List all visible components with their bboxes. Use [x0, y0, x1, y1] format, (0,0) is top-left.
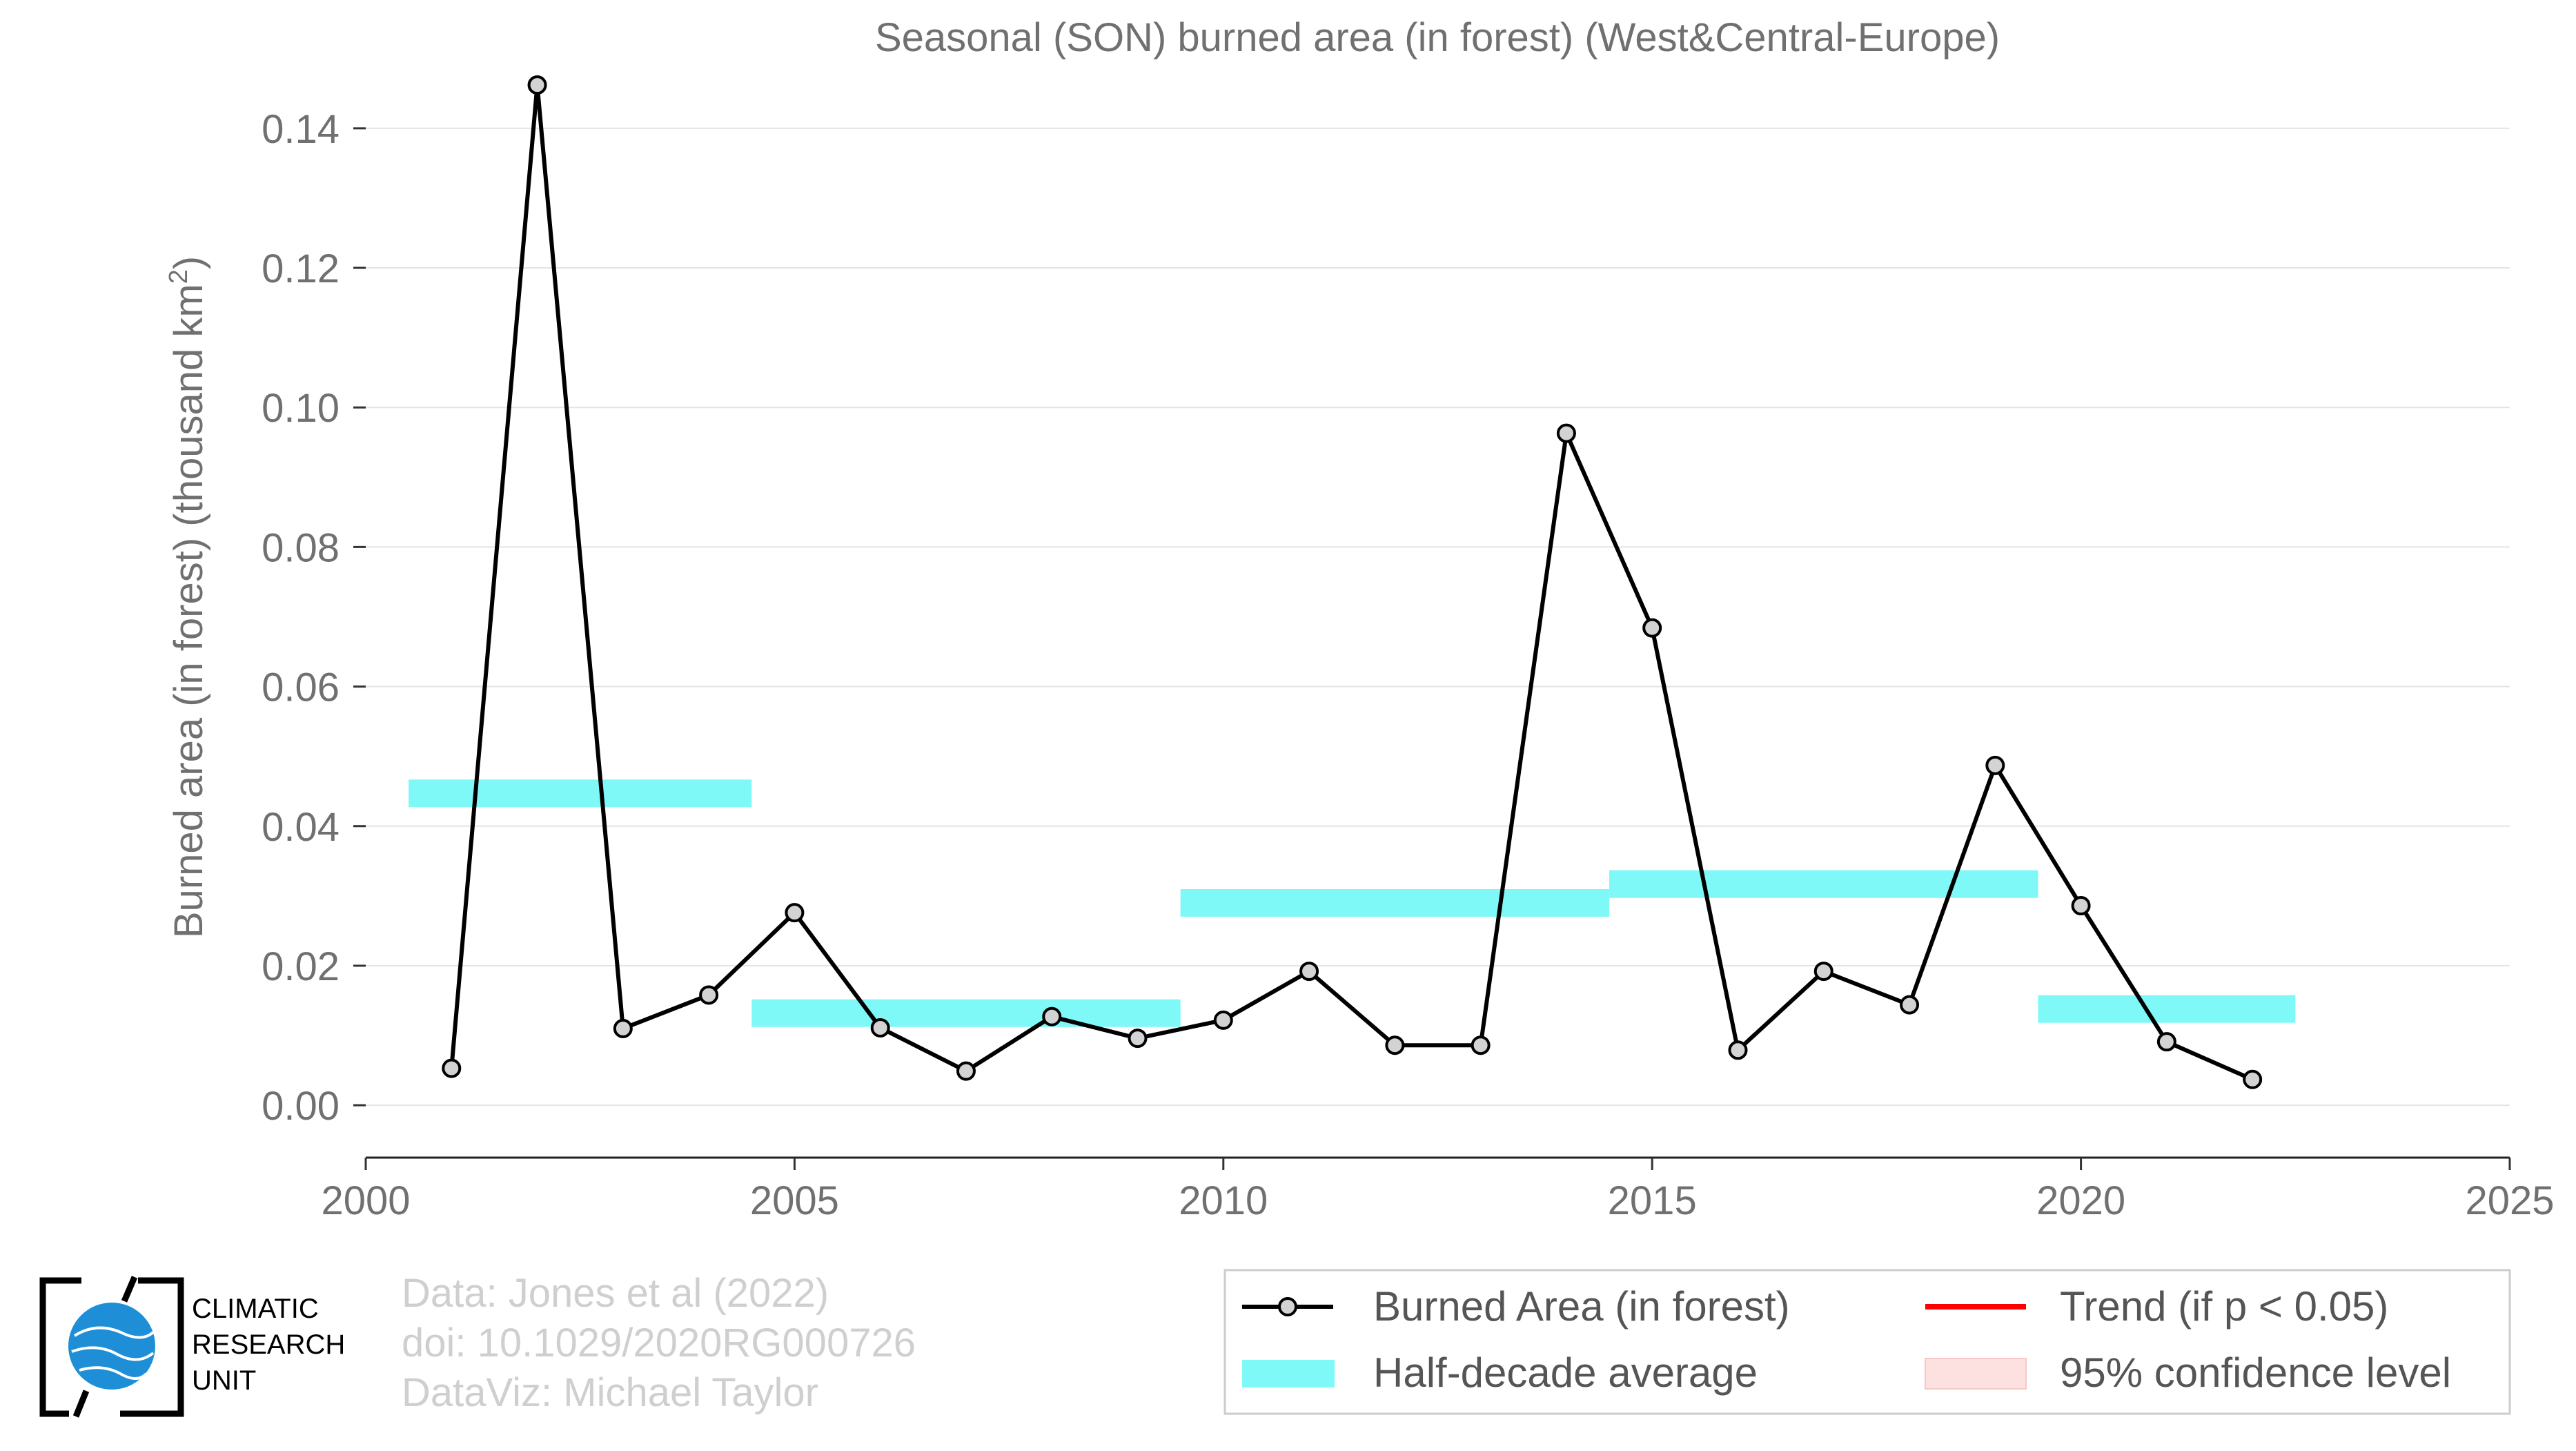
burned-area-point — [1042, 1006, 1062, 1026]
burned-area-point — [2156, 1032, 2176, 1052]
half-decade-band — [751, 999, 1181, 1027]
x-tick-label: 2005 — [750, 1178, 839, 1223]
burned-area-point — [956, 1061, 976, 1081]
chart-title: Seasonal (SON) burned area (in forest) (… — [875, 15, 2000, 60]
legend-burned-area-label: Burned Area (in forest) — [1373, 1283, 1790, 1330]
burned-area-point — [1985, 755, 2005, 775]
legend-half-decade-swatch — [1242, 1360, 1335, 1387]
x-tick-label: 2020 — [2036, 1178, 2125, 1223]
burned-area-point — [870, 1017, 890, 1038]
half-decade-band — [409, 779, 752, 808]
y-tick-label: 0.06 — [262, 665, 340, 710]
x-tick-label: 2000 — [321, 1178, 410, 1223]
cru-logo-line-1: CLIMATIC — [192, 1294, 319, 1324]
grid-lines — [366, 127, 2510, 1107]
legend-trend-label: Trend (if p < 0.05) — [2060, 1283, 2388, 1330]
y-tick-label: 0.10 — [262, 386, 340, 431]
y-tick-label: 0.08 — [262, 525, 340, 570]
y-axis-label-close: ) — [166, 256, 211, 269]
burned-area-point — [699, 985, 719, 1005]
legend-burned-area-marker — [1278, 1297, 1297, 1316]
y-axis-label-main: Burned area (in forest) (thousand km — [166, 284, 211, 938]
credit-data-source: Data: Jones et al (2022) — [402, 1271, 829, 1316]
cru-logo-line-3: UNIT — [192, 1365, 257, 1396]
burned-area-point — [1213, 1010, 1233, 1030]
globe-swirl — [71, 1326, 155, 1380]
half-decade-bands — [409, 779, 2296, 1027]
x-tick-label: 2025 — [2465, 1178, 2554, 1223]
y-tick-label: 0.04 — [262, 805, 340, 850]
burned-area-line — [449, 83, 2254, 1082]
half-decade-band — [2038, 995, 2296, 1023]
logo-frame-right — [120, 1277, 184, 1417]
burned-area-point — [442, 1058, 462, 1078]
data-credits: Data: Jones et al (2022) doi: 10.1029/20… — [402, 1269, 916, 1418]
cru-logo-text: CLIMATIC RESEARCH UNIT — [192, 1291, 345, 1399]
burned-area-point — [1813, 962, 1833, 982]
y-tick-label: 0.02 — [262, 944, 340, 989]
burned-area-point — [1385, 1035, 1405, 1055]
legend: Burned Area (in forest) Trend (if p < 0.… — [1223, 1269, 2511, 1415]
burned-area-point — [1471, 1035, 1491, 1055]
burned-area-point — [1299, 962, 1319, 982]
burned-area-point — [1128, 1029, 1148, 1049]
x-tick-label: 2015 — [1608, 1178, 1697, 1223]
legend-box — [1223, 1269, 2511, 1415]
half-decade-band — [1609, 870, 2038, 898]
burned-area-point — [1900, 995, 1920, 1015]
credit-dataviz: DataViz: Michael Taylor — [402, 1370, 818, 1415]
cru-logo-line-2: RESEARCH — [192, 1330, 346, 1360]
y-ticks: 0.00 0.02 0.04 0.06 0.08 0.10 0.12 0.14 — [262, 107, 366, 1129]
logo-slash-bottom — [72, 1390, 90, 1418]
y-tick-label: 0.00 — [262, 1084, 340, 1129]
x-tick-label: 2010 — [1179, 1178, 1268, 1223]
burned-area-point — [1728, 1040, 1748, 1060]
y-axis-label-sup: 2 — [164, 269, 193, 284]
logo-frame-left — [39, 1277, 81, 1417]
half-decade-band — [1180, 888, 1610, 917]
legend-confidence-label: 95% confidence level — [2060, 1350, 2451, 1396]
burned-area-point — [613, 1018, 633, 1038]
burned-area-series — [442, 75, 2263, 1089]
burned-area-point — [2243, 1069, 2263, 1089]
y-axis-label: Burned area (in forest) (thousand km2) — [164, 256, 211, 938]
legend-confidence-swatch — [1925, 1358, 2027, 1390]
burned-area-point — [785, 903, 805, 923]
burned-area-point — [2071, 896, 2091, 916]
burned-area-point — [527, 75, 547, 95]
x-ticks: 2000 2005 2010 2015 2020 2025 — [321, 1158, 2555, 1223]
burned-area-point — [1642, 618, 1662, 638]
burned-area-point — [1556, 423, 1576, 443]
cru-logo — [39, 1276, 184, 1418]
legend-half-decade-label: Half-decade average — [1373, 1350, 1758, 1396]
logo-slash-top — [121, 1276, 138, 1303]
y-tick-label: 0.12 — [262, 246, 340, 291]
credit-doi: doi: 10.1029/2020RG000726 — [402, 1321, 916, 1365]
y-tick-label: 0.14 — [262, 107, 340, 152]
